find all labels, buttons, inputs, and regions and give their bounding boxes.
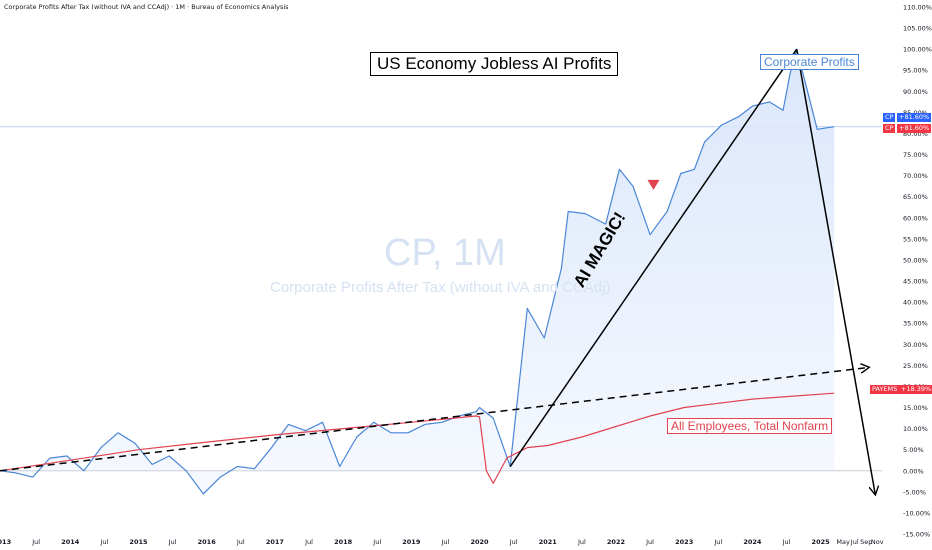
x-tick-label: Jul: [713, 538, 722, 546]
solid-line-1: [509, 48, 798, 467]
x-tick-label: 2015: [129, 538, 148, 546]
x-tick-label: 2022: [607, 538, 625, 546]
x-tick-label: 2018: [334, 538, 353, 546]
dashed-arrow-0: [0, 367, 868, 472]
y-tick-label: 80.00%: [903, 130, 928, 138]
badge-cp-symbol-2: CP: [883, 124, 896, 133]
y-tick-label: 15.00%: [903, 404, 928, 412]
y-tick-label: 30.00%: [903, 341, 928, 349]
x-tick-label: 2021: [539, 538, 558, 546]
x-axis: 2013 Jul 2014 Jul 2015 Jul 2016 Jul 2017 Jul 2018 J…: [0, 538, 884, 546]
x-tick-label: 2024: [743, 538, 762, 546]
label-corporate-profits[interactable]: Corporate Profits: [760, 54, 859, 70]
x-tick-label: Sep: [860, 538, 872, 546]
x-tick-label: 2014: [61, 538, 80, 546]
y-tick-label: 25.00%: [903, 362, 928, 370]
chart-title[interactable]: US Economy Jobless AI Profits: [370, 52, 619, 76]
badge-cp-symbol-1: CP: [883, 113, 896, 122]
x-tick-label: Jul: [782, 538, 791, 546]
x-tick-label: 2025: [812, 538, 831, 546]
x-tick-label: May: [836, 538, 850, 546]
y-tick-label: 45.00%: [903, 278, 928, 286]
y-tick-label: 110.00%: [903, 4, 932, 12]
solid-arrow-2: [795, 49, 875, 494]
cp-area: [0, 49, 835, 494]
y-tick-label: 95.00%: [903, 67, 928, 75]
x-tick-label: Jul: [372, 538, 381, 546]
y-tick-label: -10.00%: [903, 509, 930, 517]
y-tick-label: 10.00%: [903, 425, 928, 433]
watermark-name: Corporate Profits After Tax (without IVA…: [270, 279, 611, 296]
y-tick-label: 100.00%: [903, 46, 932, 54]
y-tick-label: -15.00%: [903, 531, 930, 539]
watermark-symbol: CP, 1M: [384, 232, 506, 274]
drawing-tools: [0, 48, 875, 494]
x-tick-label: 2017: [266, 538, 284, 546]
x-tick-label: Nov: [871, 538, 884, 546]
triangle-marker: [647, 179, 660, 190]
y-tick-label: 70.00%: [903, 172, 928, 180]
cp-area-fill: [0, 49, 835, 494]
x-tick-label: 2020: [470, 538, 489, 546]
x-tick-label: Jul: [168, 538, 177, 546]
y-tick-label: -5.00%: [903, 488, 926, 496]
x-tick-label: 2019: [402, 538, 421, 546]
y-tick-label: 40.00%: [903, 299, 928, 307]
y-tick-label: 50.00%: [903, 256, 928, 264]
y-axis: 110.00% 105.00% 100.00% 95.00% 90.00% 85.00% 8…: [903, 4, 932, 539]
x-tick-label: Jul: [304, 538, 313, 546]
x-tick-label: 2016: [198, 538, 217, 546]
y-tick-label: 35.00%: [903, 320, 928, 328]
x-tick-label: 2013: [0, 538, 11, 546]
x-tick-label: Jul: [99, 538, 108, 546]
x-tick-label: 2023: [675, 538, 693, 546]
label-nonfarm[interactable]: All Employees, Total Nonfarm: [667, 418, 833, 434]
x-tick-label: Jul: [236, 538, 245, 546]
x-tick-label: Jul: [645, 538, 654, 546]
badge-cp-value-2: +81.60%: [897, 124, 932, 133]
y-tick-label: 55.00%: [903, 235, 928, 243]
y-tick-label: 105.00%: [903, 25, 932, 33]
x-tick-label: Jul: [850, 538, 859, 546]
y-tick-label: 85.00%: [903, 109, 928, 117]
y-tick-label: 75.00%: [903, 151, 928, 159]
chart-header: Corporate Profits After Tax (without IVA…: [4, 3, 289, 11]
y-tick-label: 65.00%: [903, 193, 928, 201]
y-tick-label: 5.00%: [903, 446, 924, 454]
y-tick-label: 60.00%: [903, 214, 928, 222]
y-tick-label: 0.00%: [903, 467, 924, 475]
badge-payems-value: +18.39%: [899, 385, 932, 394]
x-tick-label: Jul: [509, 538, 518, 546]
badge-payems-symbol: PAYEMS: [870, 385, 900, 394]
y-tick-label: 90.00%: [903, 88, 928, 96]
badge-cp-value-1: +81.60%: [897, 113, 932, 122]
x-tick-label: Jul: [577, 538, 586, 546]
series-line-nonfarm: [0, 392, 835, 484]
x-tick-label: Jul: [31, 538, 40, 546]
x-tick-label: Jul: [441, 538, 450, 546]
